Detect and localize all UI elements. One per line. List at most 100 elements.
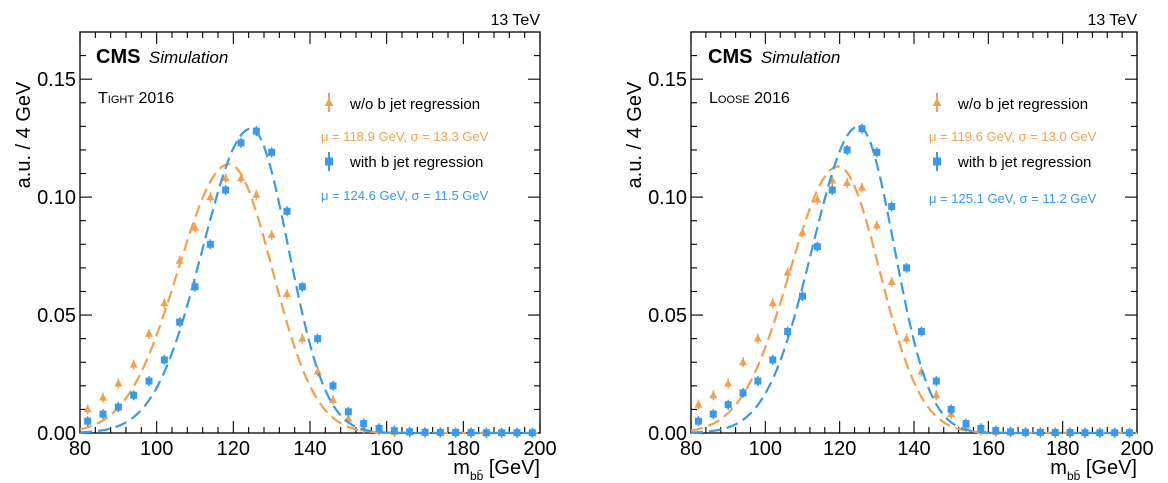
legend-label-with-regression: with b jet regression (957, 154, 1091, 171)
category-year: 2016 (134, 90, 174, 107)
data-point-square (1081, 429, 1089, 437)
data-point-square (1007, 428, 1015, 436)
data-point-triangle (267, 230, 276, 238)
data-point-triangle (798, 228, 807, 236)
x-tick-label: 80 (680, 438, 702, 460)
data-point-square (283, 207, 291, 215)
simulation-text: Simulation (149, 48, 228, 67)
data-point-square (769, 356, 777, 364)
x-tick-label: 180 (1046, 438, 1079, 460)
x-axis-label: mbb̄ [GeV] (453, 457, 540, 483)
x-axis-label-unit: [GeV] (1080, 457, 1137, 479)
data-point-triangle (83, 404, 92, 413)
data-point-square (436, 428, 444, 436)
y-tick-label: 0.15 (648, 69, 687, 91)
x-tick-label: 140 (897, 438, 930, 460)
data-point-square (206, 240, 214, 248)
data-point-triangle (298, 334, 307, 342)
axes: 80 100 120 140 160 180 200 0.00 0.05 0.10 0.15 (37, 32, 557, 460)
data-point-triangle (329, 395, 337, 403)
category-label: TIGHT 2016 (98, 90, 174, 107)
data-point-square (1022, 428, 1029, 436)
fit-label-without-regression: μ = 119.6 GeV, σ = 13.0 GeV (929, 129, 1097, 144)
cms-text: CMS (708, 46, 752, 68)
data-point-square (390, 427, 398, 435)
data-point-triangle (99, 393, 107, 401)
x-tick-label: 100 (749, 438, 782, 460)
data-point-triangle (753, 334, 762, 342)
data-point-square (799, 292, 806, 300)
data-point-square (828, 186, 836, 194)
fit-curve-without-regression (79, 162, 540, 435)
fit-label-with-regression: μ = 125.1 GeV, σ = 11.2 GeV (929, 191, 1097, 206)
data-point-square (528, 429, 536, 437)
cms-label: CMS Simulation (708, 46, 840, 68)
data-point-square (99, 410, 107, 418)
legend: w/o b jet regression μ = 118.9 GeV, σ = … (321, 93, 489, 203)
data-point-triangle (783, 268, 792, 276)
legend-label-without-regression: w/o b jet regression (957, 96, 1088, 113)
data-point-triangle (813, 194, 822, 203)
panel-loose: 13 TeV CMS Simulation LOOSE 2016 a.u. / … (624, 12, 1154, 483)
x-tick-label: 200 (523, 438, 556, 460)
energy-label: 13 TeV (490, 12, 540, 29)
x-tick-label: 120 (823, 438, 856, 460)
data-point-square (344, 408, 352, 416)
data-point-triangle (114, 378, 123, 387)
category-smallcaps: IGHT (108, 94, 135, 106)
data-series (690, 123, 1137, 438)
data-point-square (329, 382, 337, 390)
x-tick-label: 120 (217, 438, 250, 460)
data-point-square (298, 283, 306, 291)
y-axis-label: a.u. / 4 GeV (13, 81, 35, 188)
data-point-square (843, 146, 851, 154)
category-label: LOOSE 2016 (709, 90, 790, 107)
data-point-triangle (283, 289, 291, 297)
fit-curve-with-regression (79, 127, 540, 435)
data-point-square (421, 428, 429, 436)
data-point-square (84, 417, 92, 425)
data-point-square (754, 377, 762, 385)
data-point-square (977, 424, 985, 432)
data-point-triangle (724, 378, 733, 387)
x-axis-label-sub: bb̄ (470, 469, 484, 483)
data-point-triangle (932, 390, 941, 399)
legend-label-without-regression: w/o b jet regression (349, 96, 480, 113)
x-tick-label: 140 (293, 438, 326, 460)
data-point-square (1036, 428, 1044, 436)
data-point-square (314, 335, 322, 343)
data-point-square (145, 377, 153, 385)
x-axis-label-main: m (453, 457, 470, 479)
x-tick-label: 180 (447, 438, 480, 460)
y-tick-label: 0.05 (648, 305, 687, 327)
fit-curve-with-regression (690, 125, 1137, 435)
data-point-square (498, 429, 506, 437)
y-tick-label: 0.00 (37, 423, 76, 445)
data-point-square (176, 318, 184, 326)
legend-square-marker (325, 157, 333, 166)
data-point-square (739, 389, 747, 397)
x-axis-label-main: m (1050, 457, 1067, 479)
data-point-square (237, 139, 245, 147)
data-point-square (252, 127, 260, 135)
data-point-triangle (843, 178, 852, 186)
data-point-square (513, 429, 521, 437)
data-point-square (406, 428, 414, 436)
data-point-square (130, 391, 138, 399)
x-axis-label-sub: bb̄ (1067, 469, 1081, 483)
x-axis-label-unit: [GeV] (483, 457, 540, 479)
data-point-square (1126, 429, 1134, 437)
data-point-square (375, 424, 383, 432)
y-axis-label: a.u. / 4 GeV (624, 81, 646, 188)
data-point-square (858, 125, 866, 133)
data-point-square (160, 356, 168, 364)
y-tick-label: 0.10 (648, 187, 687, 209)
data-point-square (947, 405, 955, 413)
legend: w/o b jet regression μ = 119.6 GeV, σ = … (929, 93, 1097, 206)
data-point-triangle (206, 192, 215, 201)
axes: 80 100 120 140 160 180 200 0.00 0.05 0.10 0.15 (648, 32, 1154, 460)
y-tick-label: 0.05 (37, 305, 76, 327)
data-point-triangle (160, 298, 169, 307)
data-point-triangle (175, 256, 184, 264)
